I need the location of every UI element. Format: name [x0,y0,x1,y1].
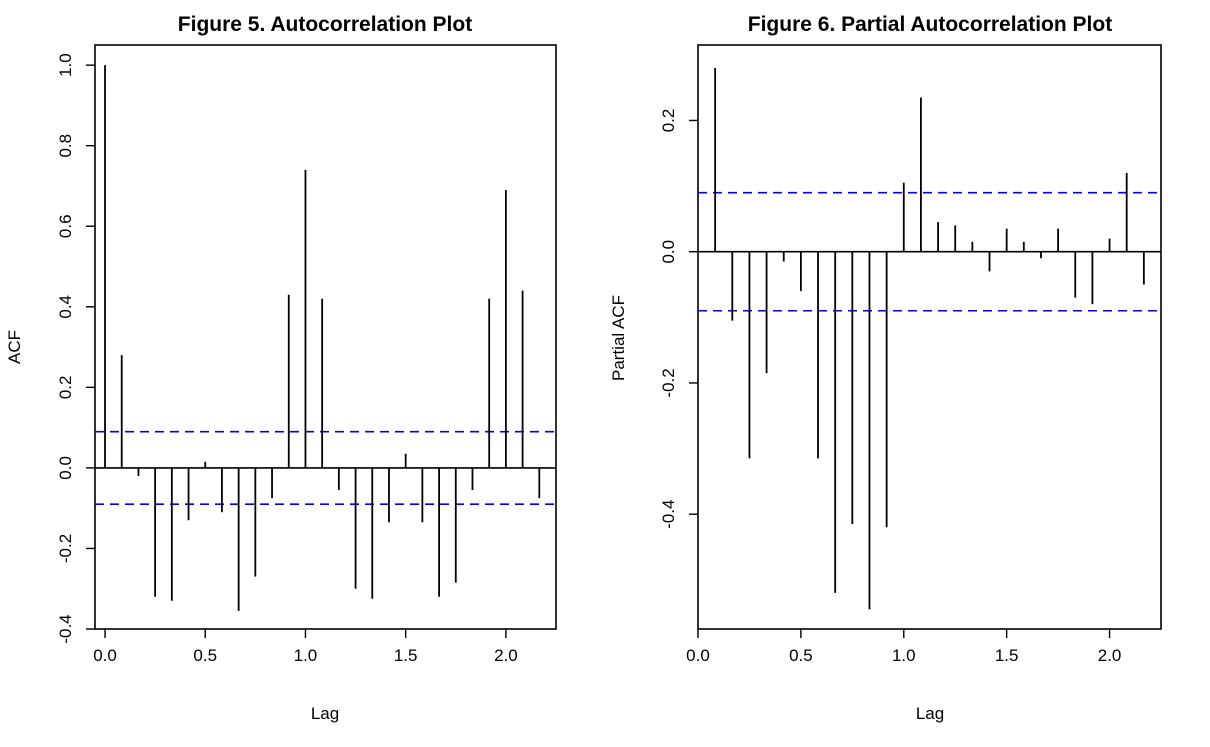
pacf-x-tick-label: 2.0 [1098,646,1122,665]
pacf-y-tick-label: -0.2 [659,368,678,397]
acf-title: Figure 5. Autocorrelation Plot [178,13,472,36]
pacf-y-tick-label: -0.4 [659,500,678,529]
acf-y-tick-label: -0.4 [56,614,75,643]
acf-y-axis-label: ACF [5,330,24,364]
pacf-title: Figure 6. Partial Autocorrelation Plot [748,13,1112,36]
acf-x-tick-label: 0.0 [93,646,117,665]
pacf-x-tick-label: 0.5 [789,646,813,665]
pacf-x-axis-label: Lag [916,704,944,723]
acf-x-axis-label: Lag [311,704,339,723]
acf-y-tick-label: -0.2 [56,534,75,563]
acf-y-tick-label: 0.0 [56,456,75,480]
pacf-plot-frame [697,44,1162,630]
pacf-y-tick-label: 0.2 [659,109,678,133]
acf-y-tick-label: 0.8 [56,134,75,158]
acf-x-tick-label: 2.0 [494,646,518,665]
acf-y-tick-label: 1.0 [56,53,75,77]
acf-panel: Figure 5. Autocorrelation Plot Lag ACF 0… [5,13,557,723]
acf-y-tick-label: 0.4 [56,295,75,319]
acf-x-tick-label: 1.0 [294,646,318,665]
acf-x-tick-label: 0.5 [193,646,217,665]
acf-x-tick-label: 1.5 [394,646,418,665]
pacf-y-axis-label: Partial ACF [609,295,628,381]
pacf-x-tick-label: 0.0 [686,646,710,665]
acf-y-tick-label: 0.6 [56,214,75,238]
acf-plot-frame [94,44,557,630]
pacf-y-tick-label: 0.0 [659,240,678,264]
pacf-x-tick-label: 1.5 [995,646,1019,665]
pacf-x-tick-label: 1.0 [892,646,916,665]
pacf-panel: Figure 6. Partial Autocorrelation Plot L… [609,13,1162,723]
acf-y-tick-label: 0.2 [56,376,75,400]
